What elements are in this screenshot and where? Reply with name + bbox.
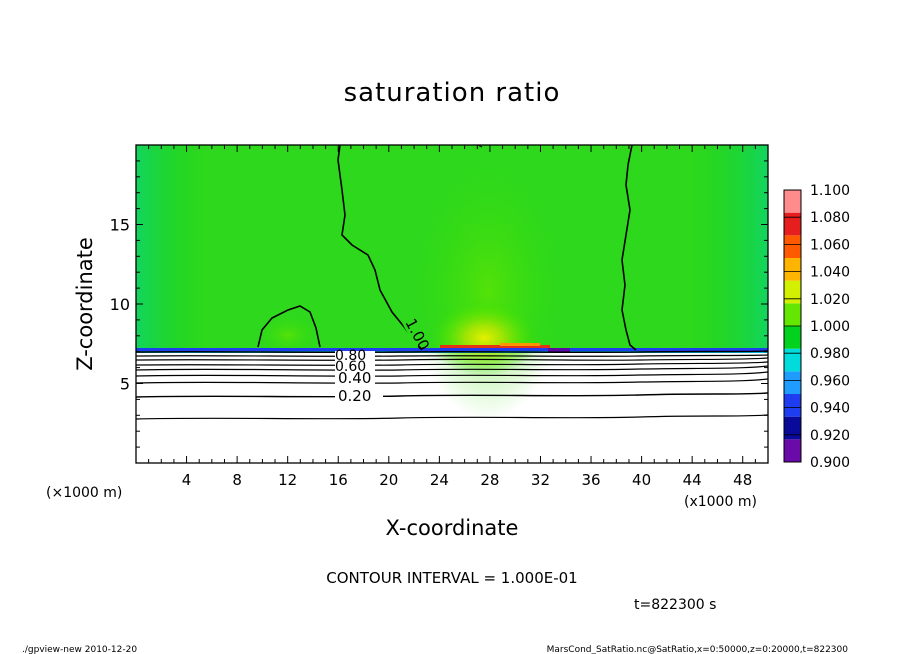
colorbar-swatch <box>784 212 801 236</box>
x-tick-label: 4 <box>182 471 192 489</box>
colorbar-swatch <box>784 303 801 326</box>
saturated-region-right-edge <box>690 145 768 350</box>
contour-0.40 <box>135 378 769 384</box>
colorbar-label: 1.080 <box>810 210 850 226</box>
footer-right: MarsCond_SatRatio.nc@SatRatio,x=0:50000,… <box>547 645 849 654</box>
x-tick-label: 32 <box>531 471 550 489</box>
supersaturation-upper-plume <box>413 160 563 420</box>
contour-0.30 <box>135 392 769 398</box>
contour-labels: 1.00 0.80 0.60 0.40 0.20 <box>335 313 433 405</box>
colorbar-label: 1.060 <box>810 237 850 253</box>
dry-boundary-violet <box>548 348 570 352</box>
colorbar-swatch <box>784 371 801 394</box>
x-tick-label: 28 <box>480 471 499 489</box>
contour-label-0.20: 0.20 <box>338 387 371 405</box>
x-tick-label: 16 <box>329 471 348 489</box>
x-tick-label: 48 <box>733 471 752 489</box>
colorbar-label: 0.940 <box>810 401 850 417</box>
colorbar-label: 1.000 <box>810 319 850 335</box>
chart-title: saturation ratio <box>344 78 561 108</box>
colorbar-swatch <box>784 280 801 304</box>
contour-0.70 <box>135 361 769 366</box>
x-unit-label-left: (×1000 m) <box>46 485 122 501</box>
supersaturation-core <box>429 300 539 376</box>
cloud-base-orange <box>500 343 540 346</box>
y-tick-label: 15 <box>110 216 130 235</box>
footer-left: ./gpview-new 2010-12-20 <box>22 645 137 654</box>
x-tick-label: 36 <box>581 471 600 489</box>
supersaturation-left-bump <box>258 315 318 355</box>
y-tick-label: 10 <box>110 295 130 314</box>
x-axis-label: X-coordinate <box>386 516 519 540</box>
plot-area: 1.00 0.80 0.60 0.40 0.20 <box>135 144 769 464</box>
x-tick-label: 12 <box>278 471 297 489</box>
colorbar-swatch <box>784 348 801 372</box>
contour-interval: CONTOUR INTERVAL = 1.000E-01 <box>326 569 577 587</box>
x-tick-label: 8 <box>232 471 242 489</box>
x-unit-label-right: (x1000 m) <box>684 494 757 510</box>
colorbar-swatch <box>784 439 801 462</box>
y-axis: 5 10 15 <box>110 160 768 448</box>
colorbar-label: 1.040 <box>810 265 850 281</box>
colorbar-swatch <box>784 394 801 417</box>
contour-dry-2 <box>135 354 769 357</box>
colorbar-label: 0.900 <box>810 455 850 471</box>
colorbar-label: 1.020 <box>810 292 850 308</box>
colorbar-swatch <box>784 190 801 213</box>
contour-0.50 <box>135 371 769 377</box>
colorbar-swatch <box>784 235 801 258</box>
colorbar-label: 1.100 <box>810 183 850 199</box>
contour-dry-1 <box>135 350 769 353</box>
contour-0.60 <box>135 365 769 371</box>
x-tick-label: 20 <box>379 471 398 489</box>
saturated-region-left-edge <box>136 145 206 350</box>
contour-label-0.80: 0.80 <box>335 348 366 364</box>
colorbar: 0.900 0.920 0.940 0.960 0.980 1.000 1.020 1.040… <box>783 183 850 471</box>
x-tick-label: 44 <box>683 471 702 489</box>
x-axis: 4 8 12 16 20 24 28 32 36 40 44 48 <box>148 145 756 489</box>
colorbar-swatch <box>784 326 801 349</box>
colorbar-swatch <box>784 416 801 440</box>
x-tick-label: 40 <box>632 471 651 489</box>
colorbar-label: 0.980 <box>810 346 850 362</box>
contour-1.00-right <box>621 144 637 351</box>
colorbar-swatch <box>784 258 801 281</box>
y-tick-label: 5 <box>120 375 130 394</box>
contour-label-0.60: 0.60 <box>335 359 366 375</box>
y-axis-label: Z-coordinate <box>73 237 97 371</box>
contour-label-0.40: 0.40 <box>338 369 371 387</box>
contour-1.00-bubble <box>257 305 321 348</box>
colorbar-label: 0.960 <box>810 373 850 389</box>
cloud-base-red <box>440 345 550 348</box>
x-tick-label: 24 <box>430 471 449 489</box>
contour-0.20 <box>135 414 769 420</box>
colorbar-label: 0.920 <box>810 428 850 444</box>
contour-0.80 <box>135 357 769 361</box>
dry-boundary-blue <box>136 348 768 352</box>
time-stamp: t=822300 s <box>634 597 716 613</box>
